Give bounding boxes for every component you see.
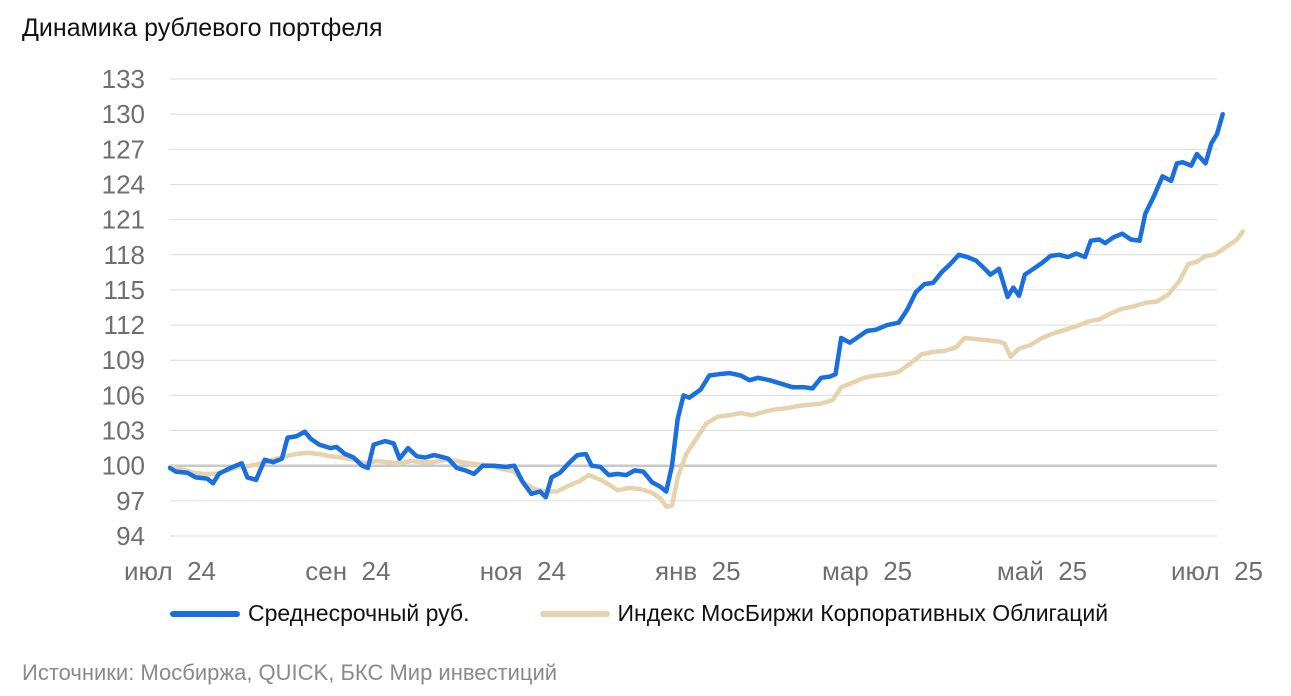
legend-item-series-2: Индекс МосБиржи Корпоративных Облигаций bbox=[539, 600, 1109, 627]
y-tick-label: 133 bbox=[102, 64, 145, 94]
y-tick-label: 100 bbox=[102, 451, 145, 481]
y-tick-label: 118 bbox=[104, 240, 145, 270]
legend-item-series-1: Среднесрочный руб. bbox=[170, 600, 470, 627]
x-axis-ticks: июл 24 сен 24 ноя 24 янв 25 мар 25 май 25 июл … bbox=[124, 556, 1263, 586]
y-tick-label: 124 bbox=[102, 169, 145, 199]
legend-label-series-2: Индекс МосБиржи Корпоративных Облигаций bbox=[617, 600, 1109, 626]
y-tick-label: 127 bbox=[102, 134, 145, 164]
y-axis-ticks: 94 97 100 103 106 109 112 115 118 121 124 127 130 133 bbox=[102, 64, 145, 551]
y-tick-label: 103 bbox=[102, 416, 145, 446]
x-tick-label: июл 25 bbox=[1171, 556, 1263, 586]
y-tick-label: 109 bbox=[102, 345, 145, 375]
series-line-2 bbox=[167, 229, 1246, 509]
x-tick-label: ноя 24 bbox=[480, 556, 566, 586]
legend-swatch-series-1 bbox=[170, 610, 240, 617]
legend-swatch-series-2 bbox=[539, 610, 610, 617]
x-tick-label: май 25 bbox=[997, 556, 1087, 586]
y-tick-label: 130 bbox=[102, 99, 145, 129]
y-tick-label: 94 bbox=[116, 521, 145, 551]
line-chart: 94 97 100 103 106 109 112 115 118 121 124 127 130 133… bbox=[102, 64, 1263, 586]
x-tick-label: июл 24 bbox=[124, 556, 216, 586]
x-tick-label: сен 24 bbox=[305, 556, 390, 586]
chart-title: Динамика рублевого портфеля bbox=[22, 14, 383, 42]
gridlines bbox=[170, 78, 1217, 537]
legend-label-series-1: Среднесрочный руб. bbox=[248, 600, 470, 626]
series-lines bbox=[167, 111, 1246, 509]
x-tick-label: янв 25 bbox=[655, 556, 741, 586]
y-tick-label: 115 bbox=[104, 275, 145, 305]
y-tick-label: 97 bbox=[116, 486, 145, 516]
y-tick-label: 106 bbox=[102, 380, 145, 410]
y-tick-label: 121 bbox=[102, 205, 145, 235]
source-note: Источники: Мосбиржа, QUICK, БКС Мир инве… bbox=[22, 660, 558, 685]
x-tick-label: мар 25 bbox=[822, 556, 912, 586]
y-tick-label: 112 bbox=[104, 310, 145, 340]
series-line-1 bbox=[167, 111, 1225, 500]
legend: Среднесрочный руб. Индекс МосБиржи Корпо… bbox=[170, 600, 1178, 627]
